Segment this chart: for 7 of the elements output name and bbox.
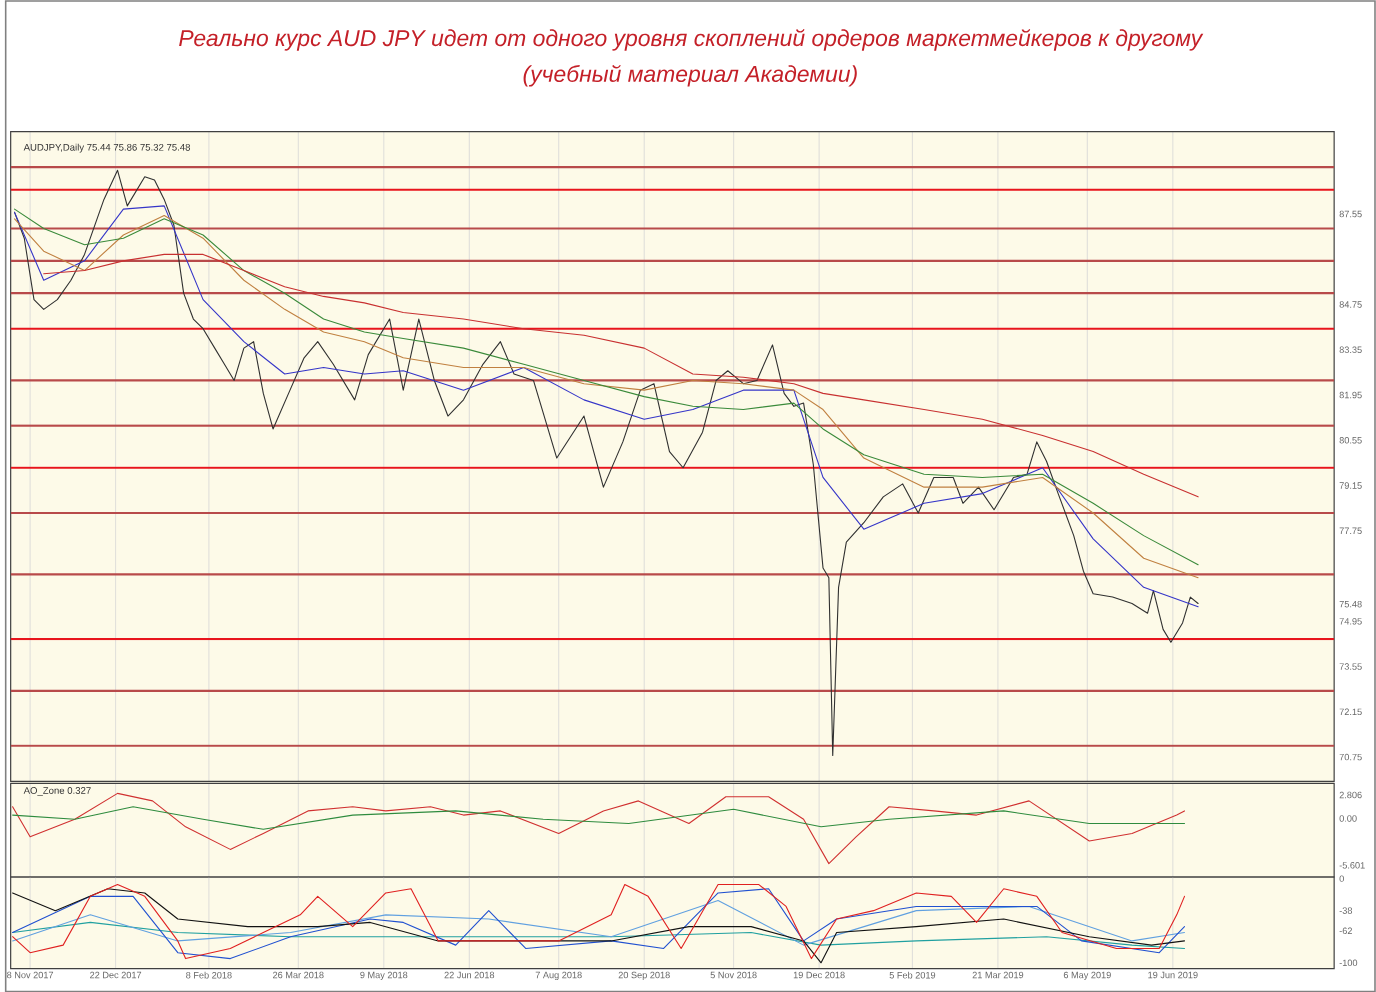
line-series — [12, 792, 1186, 864]
line-series — [12, 805, 1186, 830]
chart-title: Реально курс AUD JPY идет от одного уровня скоплений ордеров маркетмейкеров к другому — [179, 28, 1204, 51]
line-series — [43, 253, 1199, 498]
line-series — [14, 169, 1199, 756]
line-series — [12, 899, 1186, 946]
chart-subtitle: (учебный материал Академии) — [523, 64, 857, 87]
